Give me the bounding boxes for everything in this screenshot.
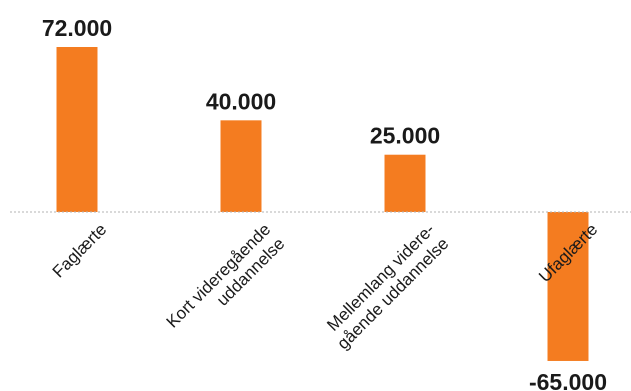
category-label-2: Mellemlang videre-gående uddannelse: [319, 220, 452, 353]
category-label-0: Faglærte: [49, 220, 111, 282]
value-label-0: 72.000: [42, 15, 112, 41]
bar-2: [384, 154, 426, 212]
bar-1: [220, 120, 262, 212]
category-label-1: Kort videregåendeuddannelse: [163, 220, 289, 346]
bars-group: [56, 47, 589, 361]
value-label-1: 40.000: [206, 88, 276, 114]
value-label-2: 25.000: [370, 123, 440, 149]
bar-0: [56, 47, 98, 212]
bar-3: [547, 212, 589, 361]
value-labels-group: 72.000 40.000 25.000 -65.000: [42, 15, 607, 391]
value-label-3: -65.000: [529, 369, 607, 391]
category-labels-group: Faglærte Kort videregåendeuddannelse Melle…: [49, 220, 602, 353]
